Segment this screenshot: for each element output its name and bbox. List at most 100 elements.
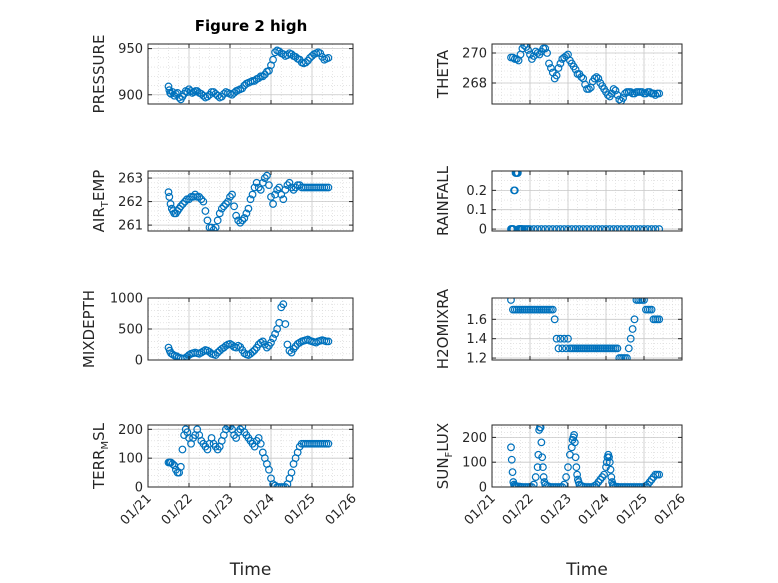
data-point <box>209 225 218 231</box>
data-point <box>285 346 294 355</box>
y-tick-label: 1.2 <box>466 352 487 367</box>
data-point <box>197 195 206 204</box>
y-axis-label: MIXDEPTH <box>80 290 98 368</box>
data-point <box>590 225 599 231</box>
data-point <box>219 202 228 211</box>
data-point <box>254 183 263 192</box>
data-point <box>301 58 310 67</box>
data-point <box>545 225 553 231</box>
data-point <box>246 195 255 204</box>
data-point <box>573 470 582 479</box>
data-point <box>242 209 251 218</box>
axes-box <box>491 424 683 488</box>
data-point <box>602 225 610 231</box>
data-point <box>564 334 572 343</box>
data-point <box>605 458 614 467</box>
data-point <box>655 89 664 98</box>
data-point <box>324 337 333 346</box>
data-point <box>533 463 542 472</box>
data-point <box>263 343 271 352</box>
data-point <box>528 483 536 487</box>
data-point <box>632 225 641 231</box>
axes-box <box>147 43 354 105</box>
data-point <box>512 482 521 487</box>
data-point <box>250 346 259 354</box>
data-point <box>590 74 599 83</box>
data-point <box>537 225 546 231</box>
data-point <box>221 200 230 208</box>
data-point <box>640 298 648 304</box>
data-point <box>570 431 578 439</box>
data-point <box>562 473 570 481</box>
data-point <box>548 225 557 231</box>
data-point <box>507 455 516 464</box>
data-point <box>647 305 656 314</box>
data-point <box>611 86 620 95</box>
data-point <box>510 186 519 195</box>
data-point <box>575 225 584 231</box>
data-point <box>628 225 637 231</box>
data-point <box>554 64 563 72</box>
x-tick-label: 01/21 <box>118 491 155 528</box>
data-point <box>594 74 603 83</box>
panel-h2omixra: 1.2 1.4 1.6 H2OMIXRA <box>434 288 683 369</box>
axes-box <box>491 43 683 105</box>
data-point <box>571 225 580 231</box>
data-point <box>531 473 540 481</box>
data-point <box>605 453 613 462</box>
data-point <box>513 171 522 177</box>
data-point <box>602 463 610 472</box>
data-point <box>240 214 249 222</box>
data-point <box>613 344 622 353</box>
figure-title: Figure 2 high <box>195 17 308 35</box>
data-point <box>195 192 204 201</box>
data-point <box>607 473 616 481</box>
axes-box <box>491 170 683 232</box>
data-point <box>640 225 648 231</box>
panel-sun-flux: 0 100 200 01/21 01/22 01/23 01/24 01/25 01/26 Tim… <box>434 423 689 580</box>
data-point <box>642 89 650 98</box>
data-point <box>508 468 517 477</box>
axes-box <box>147 424 354 488</box>
y-tick-label: 263 <box>118 172 143 187</box>
data-point <box>556 59 565 68</box>
y-tick-label: 261 <box>118 219 143 234</box>
x-tick-label: 01/25 <box>282 491 319 528</box>
y-tick-label: 100 <box>462 456 487 471</box>
data-point <box>600 470 608 479</box>
data-point <box>267 192 275 201</box>
data-point <box>609 481 618 487</box>
data-point <box>550 315 559 324</box>
data-point <box>556 225 565 231</box>
data-point <box>624 225 633 231</box>
data-point <box>539 473 548 481</box>
y-tick-label: 0 <box>479 481 487 496</box>
data-point <box>538 453 547 462</box>
y-axis-label: THETA <box>434 49 452 99</box>
data-point <box>512 55 521 63</box>
data-point <box>176 202 185 211</box>
x-tick-label: 01/23 <box>200 491 237 528</box>
data-point <box>623 354 631 360</box>
y-axis-label: TERRMSL <box>90 422 111 490</box>
y-tick-label: 1000 <box>110 292 143 307</box>
data-point <box>562 52 570 60</box>
axes-box <box>147 170 354 232</box>
data-point <box>324 183 333 192</box>
data-point <box>254 74 263 83</box>
data-point <box>556 334 565 343</box>
panel-pressure: 900 950 PRESSURE <box>90 35 354 114</box>
data-point <box>166 200 175 208</box>
data-point <box>175 93 184 102</box>
data-point <box>621 225 629 231</box>
data-point <box>180 197 189 206</box>
data-point <box>199 197 208 206</box>
data-point <box>520 44 529 50</box>
data-point <box>265 181 273 190</box>
x-tick-label: 01/22 <box>159 491 196 528</box>
data-point <box>256 439 265 448</box>
y-tick-label: 0.1 <box>466 203 487 218</box>
y-axis-label: PRESSURE <box>90 35 108 114</box>
x-tick-label: 01/24 <box>241 491 278 528</box>
y-tick-label: 0 <box>479 223 487 238</box>
